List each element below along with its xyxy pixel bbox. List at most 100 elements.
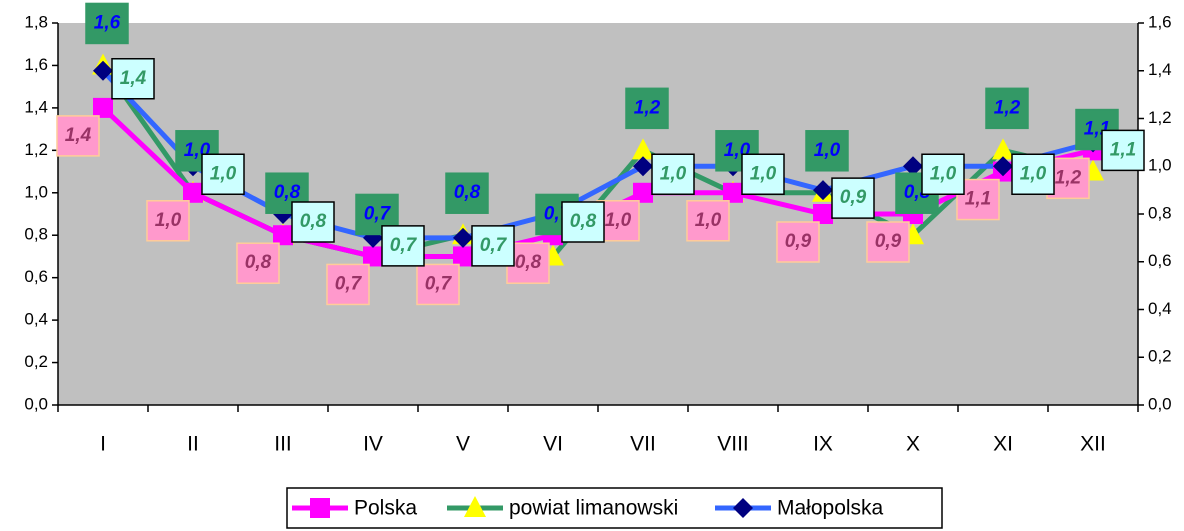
- data-point: [632, 138, 654, 160]
- data-label: 0,7: [335, 273, 363, 294]
- data-label: 1,0: [750, 163, 777, 184]
- y2-tick-label: 0,4: [1148, 299, 1172, 318]
- data-label-box: [776, 221, 820, 263]
- data-label-box: [1101, 129, 1145, 172]
- data-label-box: [445, 172, 489, 214]
- data-point: [903, 156, 923, 177]
- data-point: [363, 246, 383, 267]
- data-label-box: [85, 2, 129, 45]
- data-label-box: [381, 225, 425, 267]
- data-label: 0,7: [364, 203, 392, 224]
- data-label-box: [651, 153, 695, 195]
- x-tick-label: IX: [813, 433, 833, 456]
- data-label: 1,0: [695, 210, 722, 231]
- y-tick-label: 1,4: [24, 97, 48, 116]
- data-label-box: [1011, 153, 1055, 195]
- x-tick-label: V: [456, 433, 470, 456]
- y-tick-label: 0,4: [24, 310, 48, 329]
- data-label: 0,8: [454, 182, 481, 203]
- data-label: 1,0: [210, 163, 237, 184]
- y-tick-label: 1,2: [24, 140, 48, 159]
- y2-tick-label: 1,4: [1148, 60, 1172, 79]
- data-label: 1,6: [94, 12, 121, 33]
- data-point: [633, 156, 653, 177]
- legend-marker: [464, 496, 486, 517]
- y-tick-label: 1,0: [24, 182, 48, 201]
- y-tick-label: 0,8: [24, 225, 48, 244]
- data-label: 0,9: [840, 187, 867, 208]
- data-label-box: [866, 221, 910, 263]
- data-label-box: [56, 115, 100, 157]
- data-label-box: [805, 130, 849, 172]
- data-label: 0,8: [570, 211, 597, 232]
- data-label: 0,8: [515, 252, 542, 273]
- data-label: 1,2: [634, 97, 661, 118]
- data-label-box: [471, 225, 515, 267]
- legend-label: powiat limanowski: [509, 497, 678, 520]
- data-label-box: [561, 201, 605, 243]
- y2-tick-label: 1,6: [1148, 12, 1172, 31]
- data-point: [723, 182, 743, 203]
- y-tick-label: 0,6: [24, 267, 48, 286]
- data-label: 0,7: [390, 235, 418, 256]
- data-point: [273, 225, 293, 246]
- x-tick-label: I: [100, 433, 106, 456]
- data-point: [813, 204, 833, 224]
- data-label: 1,0: [814, 140, 841, 161]
- data-label-box: [201, 153, 245, 195]
- data-label-box: [111, 58, 155, 100]
- data-label: 0,8: [274, 182, 301, 203]
- legend: [286, 487, 943, 529]
- data-label: 1,0: [930, 163, 957, 184]
- y-tick-label: 0,2: [24, 352, 48, 371]
- data-label: 1,0: [1020, 163, 1047, 184]
- data-point: [993, 156, 1013, 177]
- data-label: 1,4: [120, 68, 147, 89]
- data-label-box: [921, 153, 965, 195]
- legend-marker: [310, 498, 330, 518]
- data-label-box: [236, 242, 280, 284]
- data-label: 0,8: [245, 252, 272, 273]
- data-label-box: [831, 177, 875, 219]
- data-point: [453, 246, 473, 267]
- legend-label: Małopolska: [777, 497, 884, 520]
- data-label: 1,0: [605, 210, 632, 231]
- y2-tick-label: 1,2: [1148, 108, 1172, 127]
- data-point: [992, 138, 1014, 160]
- data-point: [633, 182, 653, 203]
- y2-tick-label: 0,2: [1148, 347, 1172, 366]
- x-tick-label: X: [906, 433, 920, 456]
- data-label-box: [741, 153, 785, 195]
- x-tick-label: IV: [363, 433, 383, 456]
- data-label: 0,7: [480, 235, 508, 256]
- data-label-box: [291, 201, 335, 243]
- data-label: 0,7: [425, 273, 453, 294]
- data-label-box: [146, 200, 190, 242]
- x-tick-label: VI: [543, 433, 563, 456]
- data-point: [453, 227, 473, 248]
- data-point: [93, 60, 113, 81]
- y-tick-label: 0,0: [24, 394, 48, 413]
- x-tick-label: III: [274, 433, 292, 456]
- data-label-box: [326, 263, 370, 306]
- y2-tick-label: 1,0: [1148, 156, 1172, 175]
- x-tick-label: VII: [630, 433, 656, 456]
- data-label: 1,4: [65, 125, 92, 146]
- data-point: [183, 182, 203, 203]
- x-tick-label: VIII: [717, 433, 749, 456]
- legend-label: Polska: [354, 497, 417, 520]
- x-tick-label: II: [187, 433, 199, 456]
- data-label: 0,9: [875, 231, 902, 252]
- data-label-box: [265, 172, 309, 214]
- data-label: 1,0: [155, 210, 182, 231]
- data-label: 0,9: [785, 231, 812, 252]
- data-label: 0,8: [300, 211, 327, 232]
- data-point: [93, 97, 113, 118]
- data-label-box: [985, 87, 1029, 130]
- y2-tick-label: 0,6: [1148, 251, 1172, 270]
- y2-tick-label: 0,8: [1148, 203, 1172, 222]
- x-tick-label: XII: [1080, 433, 1106, 456]
- x-tick-label: XI: [993, 433, 1013, 456]
- data-label: 1,1: [965, 189, 991, 210]
